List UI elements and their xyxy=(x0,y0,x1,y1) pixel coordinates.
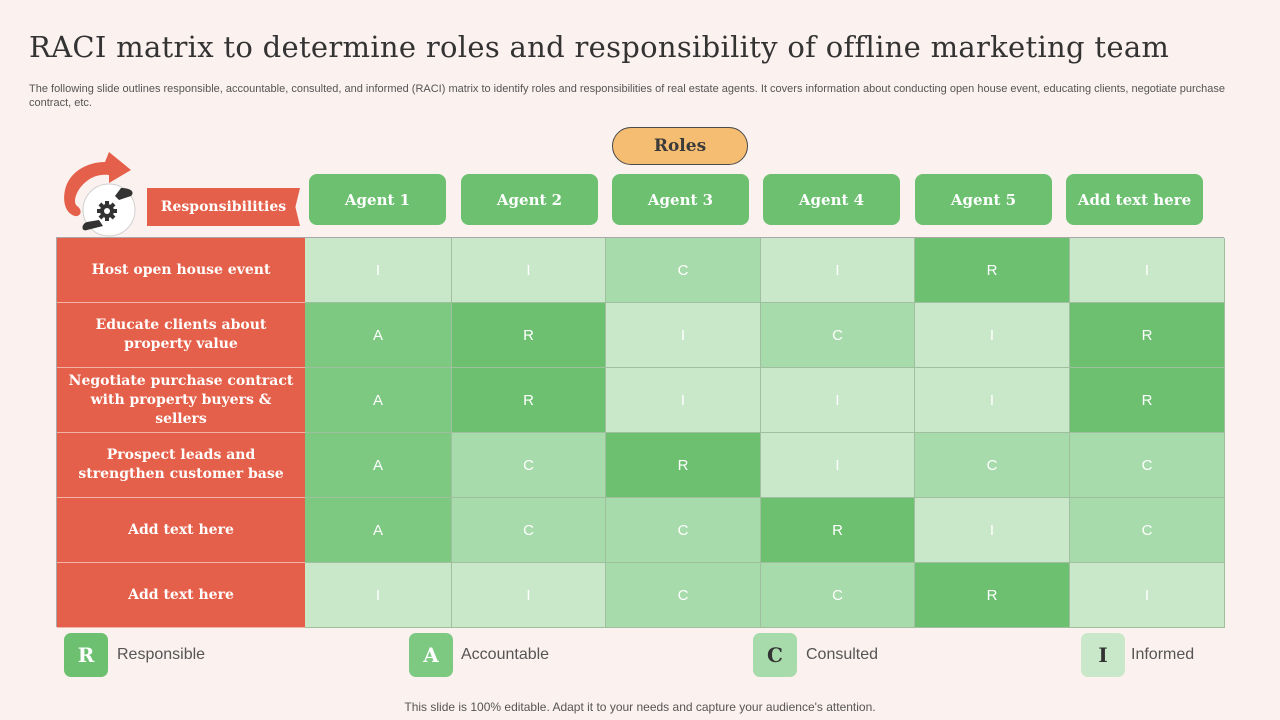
legend-responsible-label: Responsible xyxy=(117,646,206,663)
legend-responsible-badge: R xyxy=(64,633,108,677)
raci-cell: I xyxy=(305,563,452,628)
hand-gear-cycle-icon xyxy=(64,152,136,237)
legend-accountable-label: Accountable xyxy=(461,646,550,663)
raci-cell: I xyxy=(305,238,452,303)
raci-cell: R xyxy=(452,368,606,433)
agent-header: Agent 1 xyxy=(309,174,446,225)
row-responsibility-label: Negotiate purchase contract with propert… xyxy=(57,368,305,433)
raci-cell: C xyxy=(606,498,761,563)
raci-cell: C xyxy=(606,238,761,303)
row-responsibility-label: Prospect leads and strengthen customer b… xyxy=(57,433,305,498)
raci-cell: I xyxy=(606,303,761,368)
agent-header: Agent 3 xyxy=(612,174,749,225)
raci-cell: R xyxy=(915,238,1070,303)
slide-subtitle: The following slide outlines responsible… xyxy=(29,83,1226,109)
legend-consulted-badge: C xyxy=(753,633,797,677)
row-responsibility-label: Host open house event xyxy=(57,238,305,303)
raci-cell: C xyxy=(1070,498,1225,563)
raci-cell: I xyxy=(452,238,606,303)
raci-cell: R xyxy=(1070,368,1225,433)
raci-cell: A xyxy=(305,433,452,498)
agent-header: Agent 4 xyxy=(763,174,900,225)
raci-cell: C xyxy=(452,498,606,563)
raci-cell: I xyxy=(761,238,915,303)
raci-cell: C xyxy=(761,563,915,628)
raci-cell: I xyxy=(1070,238,1225,303)
raci-cell: I xyxy=(915,498,1070,563)
legend-accountable-badge: A xyxy=(409,633,453,677)
raci-cell: R xyxy=(606,433,761,498)
raci-cell: R xyxy=(915,563,1070,628)
raci-cell: R xyxy=(452,303,606,368)
raci-cell: I xyxy=(915,303,1070,368)
raci-cell: A xyxy=(305,498,452,563)
raci-cell: C xyxy=(452,433,606,498)
responsibilities-header: Responsibilities xyxy=(147,188,300,226)
slide-title: RACI matrix to determine roles and respo… xyxy=(29,30,1170,64)
agent-header: Agent 5 xyxy=(915,174,1052,225)
raci-matrix: Host open house event I I C I R I Educate clien… xyxy=(56,237,1225,628)
footer-note: This slide is 100% editable. Adapt it to… xyxy=(404,700,876,714)
legend-informed-label: Informed xyxy=(1131,646,1195,663)
raci-cell: I xyxy=(915,368,1070,433)
raci-cell: C xyxy=(915,433,1070,498)
agent-header: Add text here xyxy=(1066,174,1203,225)
legend-consulted-label: Consulted xyxy=(806,646,879,663)
raci-cell: I xyxy=(761,433,915,498)
raci-cell: A xyxy=(305,303,452,368)
raci-cell: R xyxy=(1070,303,1225,368)
roles-header: Roles xyxy=(612,127,748,165)
raci-cell: I xyxy=(452,563,606,628)
row-responsibility-label: Add text here xyxy=(57,498,305,563)
raci-cell: C xyxy=(761,303,915,368)
raci-cell: I xyxy=(1070,563,1225,628)
raci-cell: C xyxy=(606,563,761,628)
row-responsibility-label: Add text here xyxy=(57,563,305,628)
raci-cell: I xyxy=(761,368,915,433)
raci-cell: I xyxy=(606,368,761,433)
raci-cell: C xyxy=(1070,433,1225,498)
agent-header: Agent 2 xyxy=(461,174,598,225)
raci-cell: A xyxy=(305,368,452,433)
row-responsibility-label: Educate clients about property value xyxy=(57,303,305,368)
legend-informed-badge: I xyxy=(1081,633,1125,677)
raci-cell: R xyxy=(761,498,915,563)
